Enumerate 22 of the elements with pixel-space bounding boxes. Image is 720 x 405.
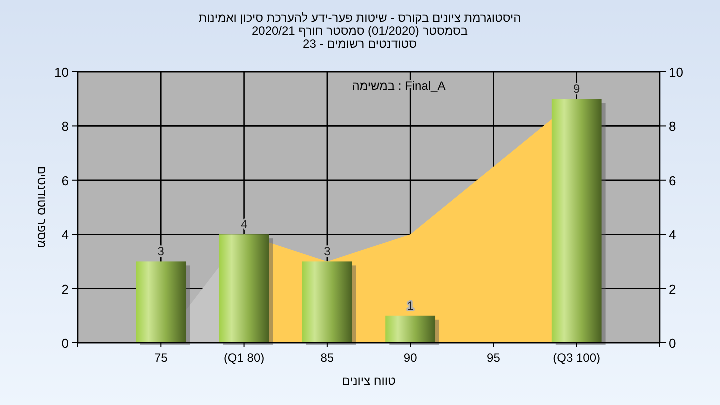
x-axis-title: טווח ציונים	[342, 374, 396, 388]
y2-tick-label: 4	[669, 228, 676, 243]
y-tick-label: 0	[62, 336, 69, 351]
x-tick-label: 90	[404, 351, 418, 365]
x-tick-label: (Q3 100)	[553, 351, 601, 365]
chart-title: היסטוגרמת ציונים בקורס - שיטות פער-ידע להערכת סיכון ואמינות בסמסטר (01/2020) סמסטר חורף 2020/21 סטודנטים רשומים - 23	[198, 11, 522, 51]
y2-tick-label: 10	[669, 65, 684, 80]
x-tick-label: 95	[487, 351, 501, 365]
y-tick-label: 4	[62, 228, 69, 243]
x-tick-label: 75	[154, 351, 168, 365]
y-tick-label: 6	[62, 173, 69, 188]
y2-tick-label: 0	[669, 336, 676, 351]
y-tick-label: 10	[54, 65, 69, 80]
y2-tick-label: 8	[669, 119, 676, 134]
x-tick-label: (Q1 80)	[224, 351, 265, 365]
y-tick-label: 8	[62, 119, 69, 134]
data-label: 1	[407, 298, 414, 313]
y2-tick-label: 2	[669, 282, 676, 297]
y-axis-title: מספר סטודנטים	[35, 166, 49, 249]
x-tick-label: 85	[320, 351, 334, 365]
y2-tick-label: 6	[669, 173, 676, 188]
y-tick-label: 2	[62, 282, 69, 297]
